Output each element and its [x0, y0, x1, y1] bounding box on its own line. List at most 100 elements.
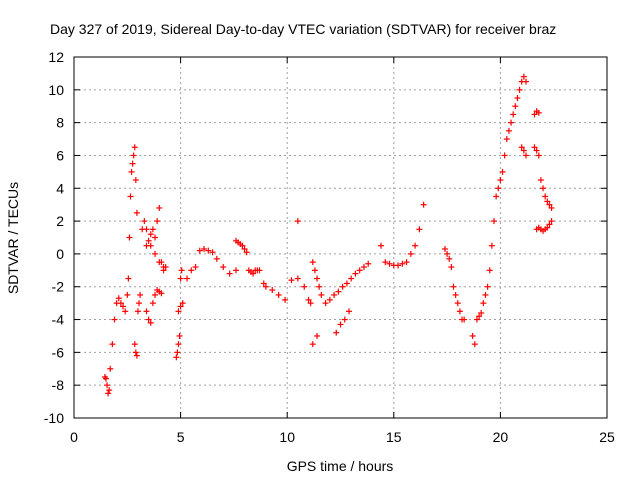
data-point	[365, 260, 372, 267]
data-point	[239, 242, 246, 249]
data-point	[503, 136, 510, 143]
data-point	[309, 341, 316, 348]
data-point	[262, 283, 269, 290]
y-tick-label: 10	[48, 82, 64, 98]
data-point	[209, 249, 216, 256]
data-point	[535, 152, 542, 159]
data-point	[412, 242, 419, 249]
data-point	[522, 152, 529, 159]
data-point	[499, 168, 506, 175]
x-tick-label: 5	[177, 429, 185, 445]
data-point	[141, 218, 148, 225]
data-point	[520, 147, 527, 154]
data-point	[546, 221, 553, 228]
data-point	[177, 275, 184, 282]
x-tick-label: 10	[279, 429, 295, 445]
y-tick-label: 4	[56, 180, 64, 196]
data-point	[173, 354, 180, 361]
data-point	[149, 226, 156, 233]
data-point	[183, 275, 190, 282]
data-point	[518, 144, 525, 151]
data-point	[403, 259, 410, 266]
y-tick-label: 12	[48, 49, 64, 65]
data-point	[307, 300, 314, 307]
y-tick-label: 0	[56, 246, 64, 262]
data-point	[510, 111, 517, 118]
data-point	[484, 283, 491, 290]
data-point	[131, 341, 138, 348]
data-point	[480, 300, 487, 307]
y-tick-label: -4	[52, 312, 65, 328]
x-tick-labels: 0 5 10 15 20 25	[70, 429, 615, 445]
x-tick-label: 15	[386, 429, 402, 445]
data-point	[482, 291, 489, 298]
data-point	[356, 267, 363, 274]
data-point	[158, 290, 165, 297]
data-point	[301, 283, 308, 290]
data-point	[134, 308, 141, 315]
data-point	[125, 275, 132, 282]
data-point	[269, 287, 276, 294]
data-point	[514, 95, 521, 102]
data-points	[101, 73, 555, 397]
data-point	[192, 264, 199, 271]
data-point	[120, 303, 127, 310]
data-point	[309, 259, 316, 266]
data-point	[282, 296, 289, 303]
data-point	[346, 308, 353, 315]
data-point	[156, 204, 163, 211]
data-point	[548, 218, 555, 225]
data-point	[416, 226, 423, 233]
data-point	[106, 387, 113, 394]
data-point	[326, 296, 333, 303]
data-point	[341, 316, 348, 323]
data-point	[316, 283, 323, 290]
data-point	[149, 300, 156, 307]
data-point	[109, 341, 116, 348]
data-point	[111, 316, 118, 323]
y-axis-label: SDTVAR / TECUs	[5, 182, 21, 294]
data-point	[450, 283, 457, 290]
data-point	[305, 296, 312, 303]
data-point	[546, 201, 553, 208]
data-point	[441, 245, 448, 252]
data-point	[220, 264, 227, 271]
data-point	[488, 242, 495, 249]
data-point	[128, 168, 135, 175]
y-tick-label: 8	[56, 115, 64, 131]
data-point	[348, 275, 355, 282]
data-point	[456, 308, 463, 315]
x-tick-label: 25	[599, 429, 615, 445]
data-point	[382, 259, 389, 266]
data-point	[152, 234, 159, 241]
data-point	[444, 250, 451, 257]
data-point	[533, 147, 540, 154]
data-point	[105, 390, 112, 397]
data-point	[275, 291, 282, 298]
data-point	[243, 249, 250, 256]
data-point	[335, 288, 342, 295]
data-point	[154, 218, 161, 225]
data-point	[104, 382, 111, 389]
y-tick-label: -6	[52, 344, 65, 360]
data-point	[544, 224, 551, 231]
data-point	[115, 295, 122, 302]
data-point	[399, 260, 406, 267]
data-point	[540, 185, 547, 192]
data-point	[544, 198, 551, 205]
data-point	[175, 308, 182, 315]
data-point	[294, 275, 301, 282]
data-point	[178, 267, 185, 274]
data-point	[133, 352, 140, 359]
data-point	[124, 291, 131, 298]
data-point	[130, 152, 137, 159]
data-point	[136, 300, 143, 307]
data-point	[314, 275, 321, 282]
data-point	[188, 267, 195, 274]
data-point	[137, 291, 144, 298]
data-point	[117, 300, 124, 307]
data-point	[505, 127, 512, 134]
data-point	[145, 316, 152, 323]
data-point	[516, 86, 523, 93]
data-point	[548, 204, 555, 211]
